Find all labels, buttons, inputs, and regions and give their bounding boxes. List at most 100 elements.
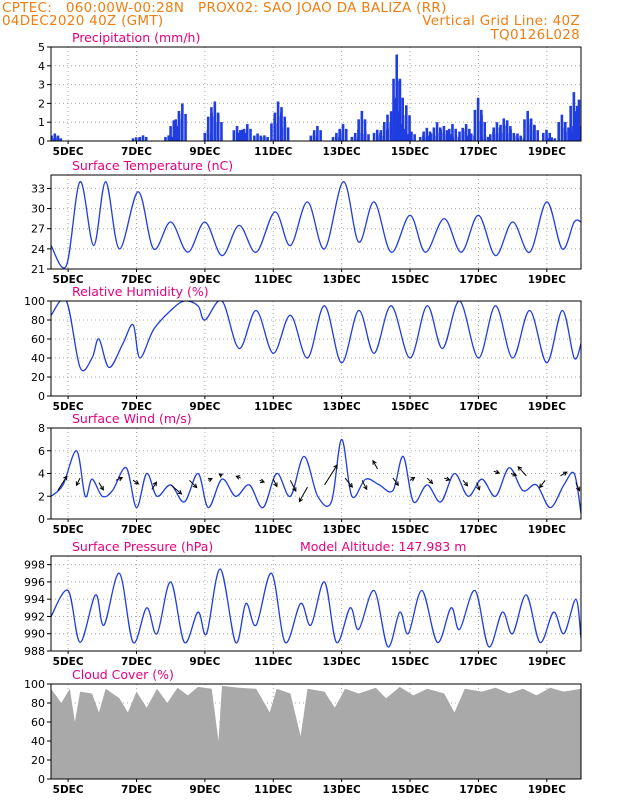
panel-title-cloud: Cloud Cover (%) [72, 667, 174, 682]
x-tick-label: 5DEC [53, 146, 84, 158]
wind-arrow [539, 480, 546, 489]
cloud-area [51, 685, 581, 779]
temp-line [51, 181, 581, 269]
wind-arrow-head [192, 483, 198, 489]
precip-bar [141, 135, 145, 141]
precip-bar [53, 133, 57, 141]
precip-bar [454, 128, 457, 141]
precip-bar [476, 97, 480, 141]
panel-frame [50, 683, 582, 780]
precip-bar [480, 136, 484, 141]
precip-bar [451, 136, 454, 141]
wind-arrow-shaft [392, 477, 399, 486]
y-tick-label: 21 [31, 263, 45, 276]
x-tick-label: 15DEC [391, 401, 430, 413]
pressure-line [51, 568, 581, 648]
precip-bar [523, 119, 526, 141]
precip-bar [181, 103, 184, 141]
x-tick-label: 17DEC [459, 274, 498, 286]
precip-bar [418, 136, 422, 141]
panel-pressure: 988 990 992 994 996 998 5DEC 7DEC 9DEC 11DEC 13DEC… [24, 539, 582, 668]
y-tick-label: 40 [31, 735, 45, 748]
precip-bar [492, 127, 496, 141]
wind-arrow [289, 480, 297, 493]
wind-arrow-head [539, 483, 544, 489]
model-altitude: Model Altitude: 147.983 m [300, 539, 466, 554]
x-tick-label: 11DEC [254, 146, 293, 158]
x-tick-label: 9DEC [189, 146, 220, 158]
x-tick-label: 15DEC [391, 784, 430, 796]
grid-line-note: Vertical Grid Line: 40Z [422, 13, 580, 29]
y-tick-label: 0 [38, 390, 45, 403]
precip-bar [386, 128, 390, 141]
y-tick-label: 80 [31, 314, 45, 327]
x-tick-label: 19DEC [528, 274, 567, 286]
x-tick-label: 7DEC [121, 274, 152, 286]
precip-bar [280, 127, 284, 141]
precip-bar [283, 122, 287, 141]
precip-bar [458, 131, 461, 141]
precip-bar [134, 137, 138, 141]
wind-arrow-shaft [272, 478, 278, 487]
precip-bar [410, 131, 413, 141]
precip-bar [435, 122, 439, 141]
wind-arrow-head [235, 475, 241, 480]
x-tick-label: 5DEC [53, 274, 84, 286]
precip-bar [372, 132, 376, 141]
precip-bar [249, 128, 252, 141]
precip-bar [542, 132, 545, 141]
precip-bar [53, 138, 56, 141]
precip-bar [486, 136, 490, 141]
x-tick-label: 5DEC [53, 656, 84, 668]
y-tick-label: 20 [31, 754, 45, 767]
precip-bar [379, 130, 383, 141]
run-code: TQ0126L028 [490, 27, 580, 43]
y-tick-label: 20 [31, 371, 45, 384]
x-tick-label: 19DEC [528, 146, 567, 158]
precip-bar [277, 116, 280, 141]
wind-arrow-shaft [170, 484, 182, 495]
wind-arrow-head [394, 481, 399, 487]
wind-arrow-head [576, 486, 581, 492]
x-tick-label: 11DEC [254, 784, 293, 796]
precip-bar [533, 125, 536, 141]
precip-bar [397, 128, 401, 141]
y-tick-label: 8 [38, 422, 45, 435]
precip-bar [213, 122, 217, 141]
wind-arrow [510, 472, 518, 477]
precip-bar [451, 124, 454, 141]
wind-arrow-head [152, 481, 157, 487]
series-pressure [51, 568, 581, 648]
wind-arrow-shaft [132, 479, 139, 485]
precip-bar [557, 122, 560, 141]
precip-bar [405, 105, 408, 141]
precip-bar [505, 120, 509, 141]
y-tick-label: 992 [24, 610, 45, 623]
precip-bar [516, 133, 519, 141]
precip-bar [210, 112, 213, 141]
precip-bar [138, 136, 142, 141]
precip-bar [286, 127, 290, 141]
precip-bar [516, 138, 519, 141]
header-line-1: CPTEC: 060:00W-00:28N PROX02: SAO JOAO D… [2, 0, 447, 16]
precip-bar [483, 122, 487, 141]
precip-bar [480, 114, 483, 141]
precip-bar [344, 128, 348, 141]
x-tick-label: 19DEC [528, 784, 567, 796]
wind-arrow-head [292, 487, 297, 493]
wind-arrow-head [476, 485, 481, 491]
precip-bar [536, 130, 540, 141]
wind-arrow-head [118, 476, 124, 482]
x-tick-label: 13DEC [323, 401, 362, 413]
precip-bar [56, 137, 59, 141]
wind-arrow-head [207, 477, 213, 483]
precip-bar [466, 135, 470, 141]
precip-bar [529, 118, 533, 141]
wind-arrow-shaft [372, 460, 378, 470]
precip-bar [413, 134, 416, 141]
precip-bar [237, 132, 241, 141]
precip-bar [401, 115, 405, 141]
y-tick-label: 2 [38, 490, 45, 503]
wind-arrow-shaft [539, 480, 546, 488]
